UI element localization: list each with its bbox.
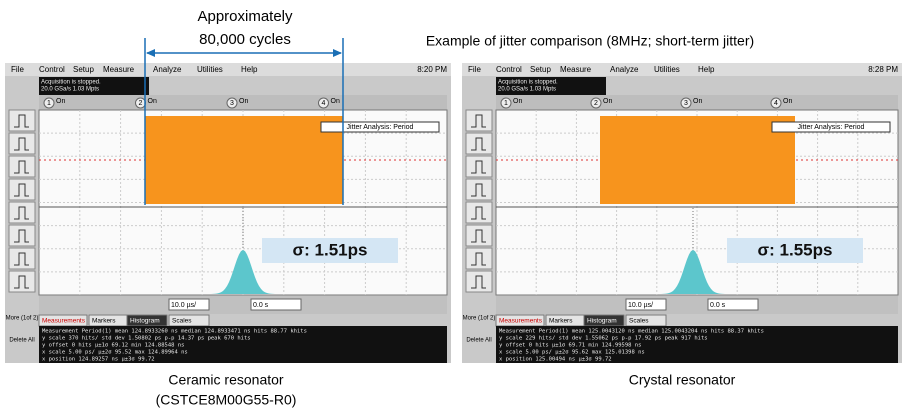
menu-item: File: [468, 65, 481, 74]
channel-state: On: [239, 98, 248, 105]
tool-button[interactable]: [9, 133, 35, 154]
analysis-label: Jitter Analysis: Period: [798, 124, 865, 131]
channel-state: On: [603, 98, 612, 105]
measurement-line: x position 125.00494 ns μ±3σ 99.72: [499, 357, 612, 363]
status-text: 20.0 GSa/s 1.03 Mpts: [41, 87, 99, 93]
measurement-line: x scale 5.00 ps/ μ±2σ 95.62 max 125.0139…: [499, 350, 645, 356]
channel-state: On: [783, 98, 792, 105]
menu-item: Help: [241, 65, 258, 74]
tab-label: Markers: [549, 318, 573, 325]
timebase: 10.0 µs/: [171, 302, 196, 309]
tool-button[interactable]: [9, 271, 35, 292]
caption: (CSTCE8M00G55-R0): [156, 392, 297, 408]
measurement-line: Measurement Period(1) mean 124.8933260 n…: [42, 329, 307, 335]
tab-label: Histogram: [130, 318, 160, 325]
tool-button[interactable]: [466, 110, 492, 131]
control-bar: [496, 296, 898, 314]
control-bar: [39, 296, 447, 314]
channel-number: 2: [139, 100, 143, 107]
channel-number: 4: [774, 100, 778, 107]
tool-button[interactable]: [9, 110, 35, 131]
tool-button[interactable]: [466, 133, 492, 154]
tool-button[interactable]: [9, 202, 35, 223]
menu-item: Setup: [73, 65, 94, 74]
measurement-line: x position 124.89257 ns μ±3σ 99.72: [42, 357, 155, 363]
side-button: More (1of 2): [463, 316, 496, 322]
menu-item: Control: [39, 65, 65, 74]
annotation: Approximately: [197, 8, 293, 25]
menu-item: Control: [496, 65, 522, 74]
side-button: Delete All: [9, 338, 34, 344]
tab-label: Measurements: [42, 318, 86, 325]
tool-button[interactable]: [466, 156, 492, 177]
offset: 0.0 s: [710, 302, 726, 309]
side-button: More (1of 2): [6, 316, 39, 322]
tab-label: Markers: [92, 318, 116, 325]
channel-state: On: [693, 98, 702, 105]
channel-state: On: [513, 98, 522, 105]
caption: Crystal resonator: [629, 372, 736, 388]
tab-label: Measurements: [499, 318, 543, 325]
menu-item: Analyze: [610, 65, 639, 74]
tab-label: Histogram: [587, 318, 617, 325]
tab-label: Scales: [172, 318, 192, 325]
waveform-block: [145, 116, 343, 204]
channel-number: 1: [47, 100, 51, 107]
channel-number: 4: [322, 100, 326, 107]
tool-button[interactable]: [9, 225, 35, 246]
menu-item: Help: [698, 65, 715, 74]
menu-item: Utilities: [197, 65, 223, 74]
channel-number: 3: [230, 100, 234, 107]
measurement-line: x scale 5.00 ps/ μ±2σ 95.52 max 124.8996…: [42, 350, 188, 356]
measurement-line: y offset 0 hits μ±1σ 69.71 min 124.99598…: [499, 343, 641, 349]
figure-title: Example of jitter comparison (8MHz; shor…: [426, 33, 754, 49]
timebase: 10.0 µs/: [628, 302, 653, 309]
tool-button[interactable]: [466, 225, 492, 246]
sigma-value: σ: 1.51ps: [293, 240, 368, 259]
channel-number: 1: [504, 100, 508, 107]
menu-item: File: [11, 65, 24, 74]
menu-bar: [462, 63, 902, 76]
tool-button[interactable]: [466, 248, 492, 269]
menu-item: Measure: [103, 65, 135, 74]
tool-button[interactable]: [9, 156, 35, 177]
caption: Ceramic resonator: [168, 372, 283, 388]
figure: Approximately 80,000 cycles Example of j…: [0, 0, 904, 414]
sigma-value: σ: 1.55ps: [758, 240, 833, 259]
status-text: Acquisition is stopped.: [498, 80, 558, 86]
measurement-line: y scale 370 hits/ std dev 1.50802 ps p-p…: [42, 336, 251, 342]
offset: 0.0 s: [253, 302, 269, 309]
measurement-line: Measurement Period(1) mean 125.0043120 n…: [499, 329, 764, 335]
analysis-label: Jitter Analysis: Period: [347, 124, 414, 131]
menu-item: Setup: [530, 65, 551, 74]
clock: 8:20 PM: [417, 65, 447, 74]
channel-number: 3: [684, 100, 688, 107]
waveform-block: [600, 116, 795, 204]
measurement-line: y offset 0 hits μ±1σ 69.12 min 124.88548…: [42, 343, 184, 349]
tool-button[interactable]: [9, 179, 35, 200]
channel-state: On: [56, 98, 65, 105]
menu-bar: [5, 63, 451, 76]
tab-label: Scales: [629, 318, 649, 325]
menu-item: Utilities: [654, 65, 680, 74]
channel-state: On: [148, 98, 157, 105]
menu-item: Analyze: [153, 65, 182, 74]
menu-item: Measure: [560, 65, 592, 74]
channel-number: 2: [594, 100, 598, 107]
side-button: Delete All: [466, 338, 491, 344]
annotation: 80,000 cycles: [199, 31, 291, 48]
tool-button[interactable]: [466, 179, 492, 200]
status-text: Acquisition is stopped.: [41, 80, 101, 86]
channel-state: On: [331, 98, 340, 105]
tool-button[interactable]: [466, 271, 492, 292]
clock: 8:28 PM: [868, 65, 898, 74]
tool-button[interactable]: [9, 248, 35, 269]
status-text: 20.0 GSa/s 1.03 Mpts: [498, 87, 556, 93]
tool-button[interactable]: [466, 202, 492, 223]
measurement-line: y scale 229 hits/ std dev 1.55062 ps p-p…: [499, 336, 708, 342]
